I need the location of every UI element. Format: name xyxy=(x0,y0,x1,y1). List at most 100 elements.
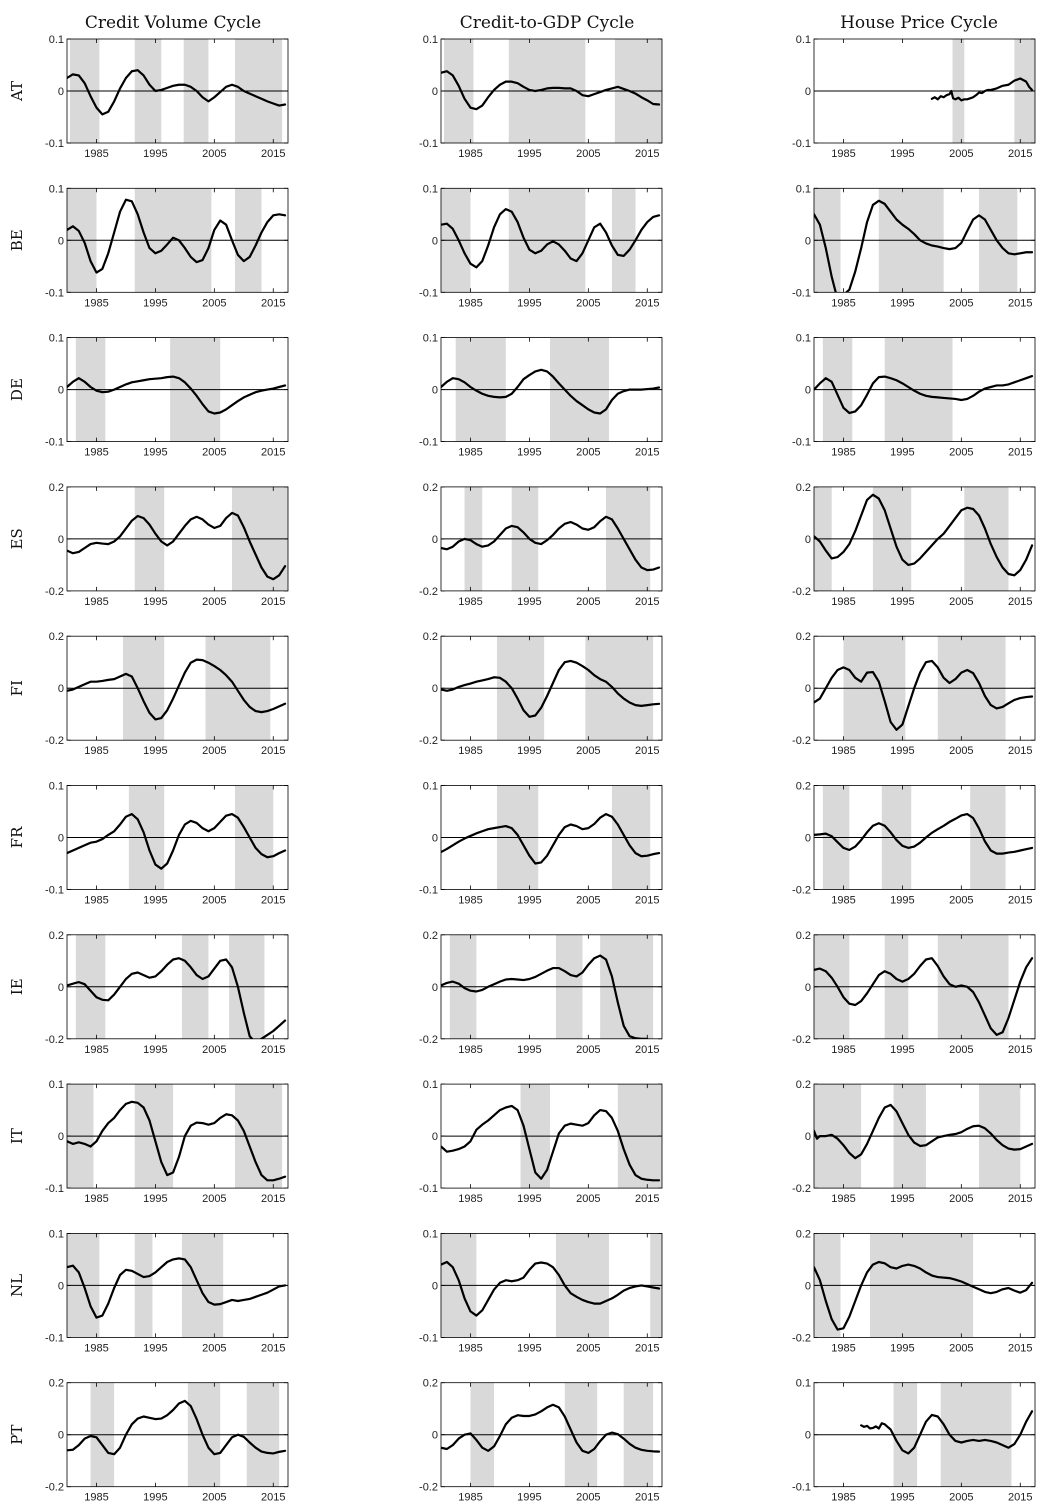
x-tick-label: 2005 xyxy=(202,745,226,757)
y-tick-label: 0 xyxy=(805,235,811,247)
y-tick-label: 0.2 xyxy=(49,482,64,494)
x-tick-label: 1995 xyxy=(890,1492,914,1504)
y-tick-label: 0 xyxy=(432,1280,438,1292)
y-tick-label: 0.2 xyxy=(796,781,811,793)
panel-de-credit-volume: 1985 1995 2005 2015 -0.1 0 0.1 xyxy=(45,333,289,459)
x-tick-label: 2005 xyxy=(576,297,600,309)
x-tick-label: 2015 xyxy=(1008,1193,1032,1205)
row-label-nl: NL xyxy=(8,1274,26,1297)
x-tick-label: 1985 xyxy=(831,745,855,757)
y-tick-label: -0.2 xyxy=(792,735,811,747)
y-tick-label: 0 xyxy=(58,1280,64,1292)
y-tick-label: 0.2 xyxy=(423,631,438,643)
x-tick-label: 1985 xyxy=(84,895,108,907)
x-tick-label: 1995 xyxy=(890,447,914,459)
y-tick-label: -0.1 xyxy=(45,1332,64,1344)
y-tick-label: 0.2 xyxy=(423,482,438,494)
x-tick-label: 2005 xyxy=(576,1044,600,1056)
series-line xyxy=(67,375,287,415)
y-tick-label: 0.1 xyxy=(423,1079,438,1091)
y-tick-label: 0.1 xyxy=(49,781,64,793)
y-tick-label: -0.2 xyxy=(45,1482,64,1494)
y-tick-label: -0.1 xyxy=(419,1183,438,1195)
x-tick-label: 1985 xyxy=(458,1342,482,1354)
panel-pt-credit-volume: 1985 1995 2005 2015 -0.2 0 0.2 xyxy=(45,1378,289,1504)
y-tick-label: 0 xyxy=(805,1430,811,1442)
x-tick-label: 2005 xyxy=(949,447,973,459)
y-tick-label: 0.1 xyxy=(423,781,438,793)
series-line xyxy=(814,659,1034,731)
row-label-de: DE xyxy=(8,378,26,401)
x-tick-label: 2005 xyxy=(202,1193,226,1205)
x-tick-label: 1985 xyxy=(84,1342,108,1354)
panel-es-credit-to-gdp: 1985 1995 2005 2015 -0.2 0 0.2 xyxy=(419,482,663,608)
y-tick-label: -0.1 xyxy=(45,885,64,897)
series-line xyxy=(814,1103,1034,1160)
x-tick-label: 2005 xyxy=(576,447,600,459)
x-tick-label: 2015 xyxy=(635,297,659,309)
y-tick-label: -0.2 xyxy=(419,586,438,598)
series-line xyxy=(67,658,287,721)
y-tick-label: 0 xyxy=(58,1131,64,1143)
series-line xyxy=(441,1104,661,1182)
x-tick-label: 2015 xyxy=(1008,1044,1032,1056)
x-tick-label: 1995 xyxy=(517,447,541,459)
y-tick-label: 0 xyxy=(805,1280,811,1292)
x-tick-label: 1985 xyxy=(831,1492,855,1504)
x-tick-label: 2015 xyxy=(261,895,285,907)
y-tick-label: 0.1 xyxy=(423,333,438,345)
row-label-ie: IE xyxy=(8,978,26,995)
row-label-fr: FR xyxy=(8,826,26,848)
y-tick-label: 0 xyxy=(805,833,811,845)
x-tick-label: 1985 xyxy=(458,1492,482,1504)
y-tick-label: -0.1 xyxy=(45,138,64,150)
column-titles: Credit Volume Cycle Credit-to-GDP Cycle … xyxy=(85,13,998,33)
series-line xyxy=(814,493,1034,577)
y-tick-label: -0.1 xyxy=(419,138,438,150)
series-line xyxy=(441,70,661,111)
x-tick-label: 1985 xyxy=(458,895,482,907)
y-tick-label: 0.1 xyxy=(49,34,64,46)
x-tick-label: 2015 xyxy=(1008,297,1032,309)
x-tick-label: 2005 xyxy=(202,596,226,608)
x-tick-label: 1985 xyxy=(458,447,482,459)
x-tick-label: 1985 xyxy=(84,1044,108,1056)
x-tick-label: 1995 xyxy=(517,148,541,160)
series-line xyxy=(860,1410,1034,1455)
x-tick-label: 1995 xyxy=(517,895,541,907)
x-tick-label: 2015 xyxy=(635,596,659,608)
y-tick-label: 0 xyxy=(58,683,64,695)
y-tick-label: 0 xyxy=(432,385,438,397)
series-line xyxy=(441,208,661,269)
x-tick-label: 1985 xyxy=(831,447,855,459)
x-tick-label: 2005 xyxy=(576,1492,600,1504)
y-tick-label: 0 xyxy=(805,683,811,695)
y-tick-label: 0.2 xyxy=(796,930,811,942)
panel-es-credit-volume: 1985 1995 2005 2015 -0.2 0 0.2 xyxy=(45,482,289,608)
x-tick-label: 1985 xyxy=(84,297,108,309)
y-tick-label: -0.1 xyxy=(45,1183,64,1195)
x-tick-label: 2015 xyxy=(261,596,285,608)
series-line xyxy=(441,515,661,572)
series-line xyxy=(67,511,287,581)
panel-be-house-price: 1985 1995 2005 2015 -0.1 0 0.1 xyxy=(792,183,1036,309)
x-tick-label: 2005 xyxy=(949,1044,973,1056)
x-tick-label: 1985 xyxy=(84,447,108,459)
x-tick-label: 2005 xyxy=(576,895,600,907)
y-tick-label: 0 xyxy=(805,982,811,994)
x-tick-label: 1985 xyxy=(831,895,855,907)
panel-fr-credit-volume: 1985 1995 2005 2015 -0.1 0 0.1 xyxy=(45,781,289,907)
x-tick-label: 2015 xyxy=(261,745,285,757)
y-tick-label: -0.1 xyxy=(419,287,438,299)
y-tick-label: 0 xyxy=(58,1430,64,1442)
x-tick-label: 2005 xyxy=(576,596,600,608)
x-tick-label: 2005 xyxy=(202,1044,226,1056)
y-tick-label: 0 xyxy=(432,833,438,845)
row-labels: AT BE DE ES FI FR IE IT NL PT xyxy=(8,81,26,1445)
x-tick-label: 1995 xyxy=(890,1044,914,1056)
series-line xyxy=(67,1257,287,1319)
x-tick-label: 1985 xyxy=(458,745,482,757)
row-label-fi: FI xyxy=(8,680,26,696)
x-tick-label: 1995 xyxy=(517,1492,541,1504)
x-tick-label: 1985 xyxy=(831,1044,855,1056)
